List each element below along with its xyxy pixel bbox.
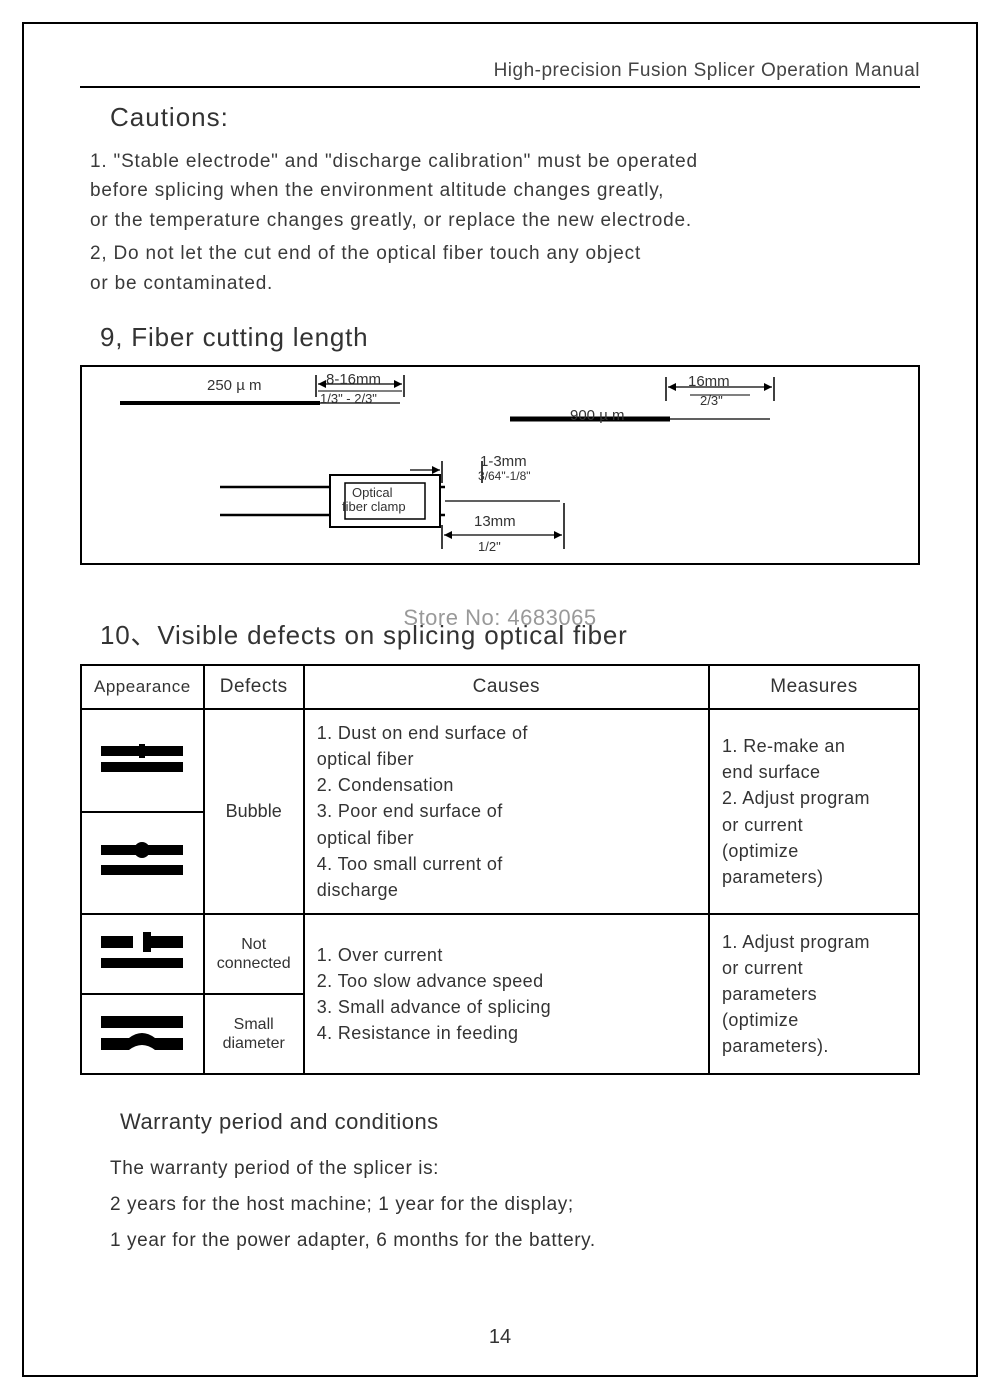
cautions-body: 1. "Stable electrode" and "discharge cal… <box>90 147 920 298</box>
table-row: Not connected 1. Over current 2. Too slo… <box>81 914 919 994</box>
measures-notconn: 1. Adjust program or current parameters … <box>709 914 919 1074</box>
label-900um: 900 µ m <box>570 407 625 424</box>
label-23: 2/3" <box>700 393 723 408</box>
label-clamp-2: fiber clamp <box>342 499 406 514</box>
th-appearance: Appearance <box>81 665 204 709</box>
warranty-line-2: 2 years for the host machine; 1 year for… <box>110 1187 920 1223</box>
causes-bubble: 1. Dust on end surface of optical fiber … <box>304 709 709 914</box>
th-causes: Causes <box>304 665 709 709</box>
label-12: 1/2" <box>478 539 501 554</box>
defect-icon <box>99 1008 185 1054</box>
label-250um: 250 µ m <box>207 377 262 394</box>
table-header-row: Appearance Defects Causes Measures <box>81 665 919 709</box>
warranty-line-3: 1 year for the power adapter, 6 months f… <box>110 1223 920 1259</box>
appearance-notconn <box>81 914 204 994</box>
causes-notconn: 1. Over current 2. Too slow advance spee… <box>304 914 709 1074</box>
defect-notconnected: Not connected <box>204 914 304 994</box>
label-13mm: 13mm <box>474 513 516 530</box>
appearance-smalldia <box>81 994 204 1074</box>
section9-title: 9, Fiber cutting length <box>100 322 920 353</box>
page-number: 14 <box>0 1326 1000 1349</box>
measures-bubble: 1. Re-make an end surface 2. Adjust prog… <box>709 709 919 914</box>
label-1-3mm: 1-3mm <box>480 453 527 470</box>
defect-icon <box>99 736 185 780</box>
caution-item-2: 2, Do not let the cut end of the optical… <box>90 239 920 298</box>
cautions-title: Cautions: <box>110 102 920 133</box>
th-measures: Measures <box>709 665 919 709</box>
appearance-bubble-2 <box>81 812 204 914</box>
header-ref: High-precision Fusion Splicer Operation … <box>80 60 920 88</box>
table-row: Bubble 1. Dust on end surface of optical… <box>81 709 919 811</box>
defect-smalldia: Small diameter <box>204 994 304 1074</box>
caution-item-1: 1. "Stable electrode" and "discharge cal… <box>90 147 920 235</box>
th-defects: Defects <box>204 665 304 709</box>
label-364-18: 3/64"-1/8" <box>478 469 531 483</box>
defect-bubble: Bubble <box>204 709 304 914</box>
label-16mm: 16mm <box>688 373 730 390</box>
label-8-16mm: 8-16mm <box>326 371 381 388</box>
page-content: High-precision Fusion Splicer Operation … <box>80 60 920 1259</box>
label-13-23: 1/3" - 2/3" <box>320 391 377 406</box>
defect-icon <box>99 928 185 974</box>
warranty-title: Warranty period and conditions <box>120 1109 920 1135</box>
appearance-bubble-1 <box>81 709 204 811</box>
warranty-line-1: The warranty period of the splicer is: <box>110 1151 920 1187</box>
fiber-length-diagram: 250 µ m 8-16mm 1/3" - 2/3" 16mm 2/3" 900… <box>80 365 920 565</box>
warranty-body: The warranty period of the splicer is: 2… <box>110 1151 920 1259</box>
defect-icon <box>99 837 185 883</box>
label-clamp-1: Optical <box>352 485 392 500</box>
defects-table: Appearance Defects Causes Measures Bubbl… <box>80 664 920 1075</box>
section10-title: 10、Visible defects on splicing optical f… <box>100 615 920 652</box>
